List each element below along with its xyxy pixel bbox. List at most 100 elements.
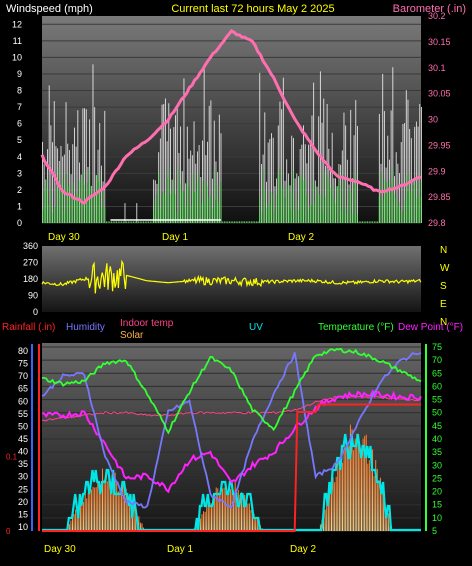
wind-gust-bar (48, 85, 50, 224)
wind-gust-bar (159, 138, 161, 223)
solar-bar (100, 486, 102, 531)
wind-avg-bar (232, 221, 234, 223)
wind-gust-bar (419, 104, 421, 223)
wind-avg-bar (336, 186, 338, 223)
baro-tick-6: 30.1 (428, 63, 446, 73)
wind-avg-bar (99, 174, 101, 223)
wind-gust-bar (417, 126, 419, 223)
wind-avg-bar (62, 178, 64, 223)
wind-avg-bar (225, 221, 227, 223)
wind-avg-bar (331, 185, 333, 223)
solar-bar (335, 476, 337, 531)
solar-bar (343, 439, 345, 531)
wind-avg-bar (254, 221, 256, 223)
temp-tick-0: 5 (432, 526, 437, 536)
wind-avg-bar (63, 211, 65, 223)
wind-avg-bar (351, 213, 353, 223)
wind-avg-bar (70, 193, 72, 223)
wind-avg-bar (200, 204, 202, 223)
wind-gust-bar (296, 173, 298, 223)
solar-bar (113, 487, 115, 531)
solar-bar (138, 516, 140, 531)
wind-avg-bar (87, 182, 89, 223)
chart-title: Current last 72 hours May 2 2025 (171, 3, 334, 15)
wind-gust-bar (52, 142, 54, 223)
indoor-temp-series (41, 395, 422, 422)
wind-gust-bar (212, 178, 214, 223)
wind-gust-bar (313, 82, 315, 223)
wind-tick-7: 7 (17, 102, 22, 112)
wind-avg-bar (205, 180, 207, 223)
wind-gust-bar (77, 110, 79, 223)
wind-avg-bar (343, 174, 345, 223)
wind-avg-bar (294, 210, 296, 223)
wind-avg-bar (136, 219, 138, 223)
wind-avg-bar (400, 209, 402, 223)
wind-avg-bar (107, 221, 109, 223)
solar-bar (122, 483, 124, 531)
wind-avg-bar (301, 173, 303, 223)
wind-gust-bar (193, 121, 195, 223)
solar-bar (210, 503, 212, 531)
wind-avg-bar (299, 176, 301, 223)
wind-gust-bar (407, 99, 409, 223)
wind-avg-bar (309, 204, 311, 223)
solar-bar (90, 489, 92, 531)
wind-avg-bar (156, 194, 158, 223)
wind-avg-bar (203, 201, 205, 223)
wind-avg-bar (97, 181, 99, 223)
wind-gust-bar (215, 161, 217, 223)
solar-bar (383, 491, 385, 531)
wind-avg-bar (85, 198, 87, 223)
wind-avg-bar (50, 188, 52, 223)
solar-bar (372, 449, 374, 531)
wind-avg-bar (250, 221, 252, 223)
wind-avg-bar (274, 210, 276, 223)
wind-tick-11: 11 (13, 36, 22, 46)
wind-avg-bar (112, 221, 114, 223)
wind-avg-bar (387, 188, 389, 223)
wind-avg-bar (94, 192, 96, 223)
wind-gust-bar (279, 101, 281, 223)
wind-avg-bar (223, 221, 225, 223)
temperature-series (42, 347, 422, 435)
wind-avg-bar (247, 221, 249, 223)
wind-avg-bar (316, 186, 318, 223)
wind-avg-bar (399, 201, 401, 223)
wind-gust-bar (163, 104, 165, 223)
wind-avg-bar (75, 194, 77, 223)
solar-bar (348, 445, 350, 531)
temp-tick-5: 30 (432, 460, 442, 470)
wind-avg-bar (365, 221, 367, 223)
wind-gust-bar (321, 122, 323, 223)
solar-bar (345, 446, 347, 531)
wind-avg-bar (207, 185, 208, 223)
solar-bar (108, 475, 110, 531)
wind-avg-bar (212, 208, 214, 223)
wind-avg-bar (421, 181, 422, 223)
wind-avg-bar (282, 186, 284, 223)
wind-avg-bar (239, 221, 240, 223)
solar-bar (97, 481, 99, 531)
hum-tick-6: 40 (18, 447, 28, 457)
wind-avg-bar (356, 214, 358, 223)
wind-avg-bar (303, 180, 304, 223)
rainfall-series (42, 403, 421, 532)
wind-tick-3: 3 (17, 168, 22, 178)
solar-bar (102, 468, 104, 531)
wind-gust-bar (306, 163, 308, 223)
wind-avg-bar (296, 199, 298, 223)
compass-3: E (440, 299, 447, 310)
wind-avg-bar (335, 203, 336, 223)
wind-gust-bar (272, 137, 274, 223)
wind-gust-bar (274, 186, 276, 223)
wind-avg-bar (122, 221, 124, 223)
wind-avg-bar (154, 200, 156, 223)
solar-bar (133, 504, 135, 531)
solar-bar (79, 500, 81, 531)
wind-gust-bar (53, 101, 55, 223)
wind-avg-bar (68, 184, 70, 223)
wind-avg-bar (346, 214, 348, 223)
wind-gust-bar (324, 165, 326, 223)
wind-gust-bar (291, 135, 293, 223)
